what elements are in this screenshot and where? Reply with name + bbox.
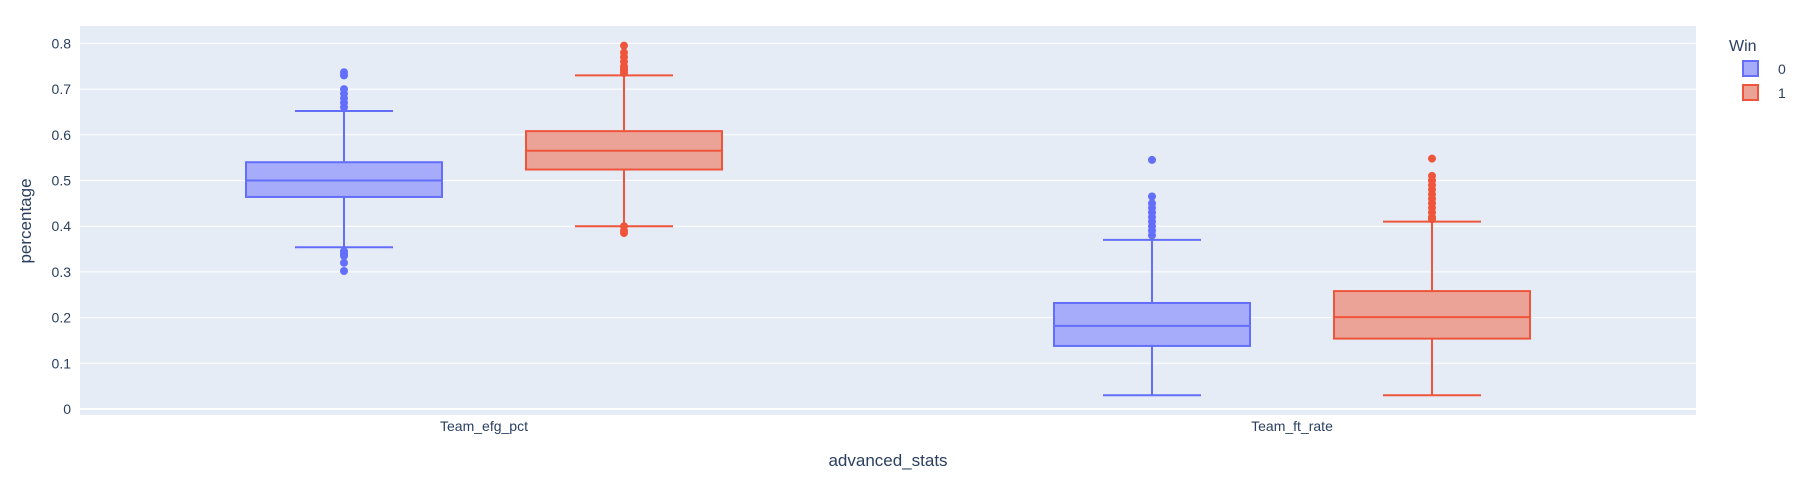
outlier-point [340, 85, 348, 94]
x-tick-labels: Team_efg_pct Team_ft_rate [440, 418, 1333, 434]
outlier-point [340, 247, 348, 256]
x-axis-title: advanced_stats [828, 451, 947, 470]
y-tick-labels: 0 0.1 0.2 0.3 0.4 0.5 0.6 0.7 0.8 [52, 35, 72, 417]
box-win-1-Team_ft_rate[interactable] [1333, 154, 1531, 397]
outlier-point [620, 222, 628, 231]
y-tick-label: 0.6 [52, 127, 72, 143]
y-axis-title: percentage [16, 178, 35, 263]
box-win-0-Team_efg_pct[interactable] [245, 68, 443, 275]
legend-label-0: 0 [1778, 61, 1786, 77]
outlier-point [340, 266, 348, 275]
y-tick-label: 0 [63, 401, 71, 417]
legend-title: Win [1729, 38, 1757, 55]
y-tick-label: 0.4 [52, 218, 72, 234]
outlier-point [1428, 171, 1436, 180]
plot-background [80, 26, 1696, 415]
y-tick-label: 0.8 [52, 35, 72, 51]
y-tick-label: 0.1 [52, 355, 72, 371]
y-tick-label: 0.5 [52, 173, 72, 189]
box-win-1-Team_efg_pct[interactable] [525, 41, 723, 238]
outlier-point [620, 48, 628, 57]
legend-label-1: 1 [1778, 85, 1786, 101]
legend-swatch-1 [1742, 84, 1759, 101]
box-traces [245, 41, 1531, 397]
legend-item-0[interactable]: 0 [1742, 60, 1786, 77]
outlier-point [1148, 192, 1156, 201]
iqr-box [1053, 301, 1251, 347]
x-tick-label: Team_ft_rate [1251, 418, 1333, 434]
legend-item-1[interactable]: 1 [1742, 84, 1786, 101]
box-win-0-Team_ft_rate[interactable] [1053, 155, 1251, 397]
outlier-point [340, 68, 348, 77]
outlier-point [1428, 154, 1436, 163]
outlier-point [340, 258, 348, 267]
x-tick-label: Team_efg_pct [440, 418, 528, 434]
outlier-point [620, 41, 628, 50]
legend-swatch-0 [1742, 60, 1759, 77]
y-tick-label: 0.2 [52, 310, 72, 326]
outlier-point [1148, 155, 1156, 164]
outlier-point [1148, 199, 1156, 208]
legend[interactable]: Win 0 1 [1729, 38, 1786, 101]
y-tick-label: 0.3 [52, 264, 72, 280]
iqr-box [1333, 290, 1531, 340]
y-tick-label: 0.7 [52, 81, 72, 97]
